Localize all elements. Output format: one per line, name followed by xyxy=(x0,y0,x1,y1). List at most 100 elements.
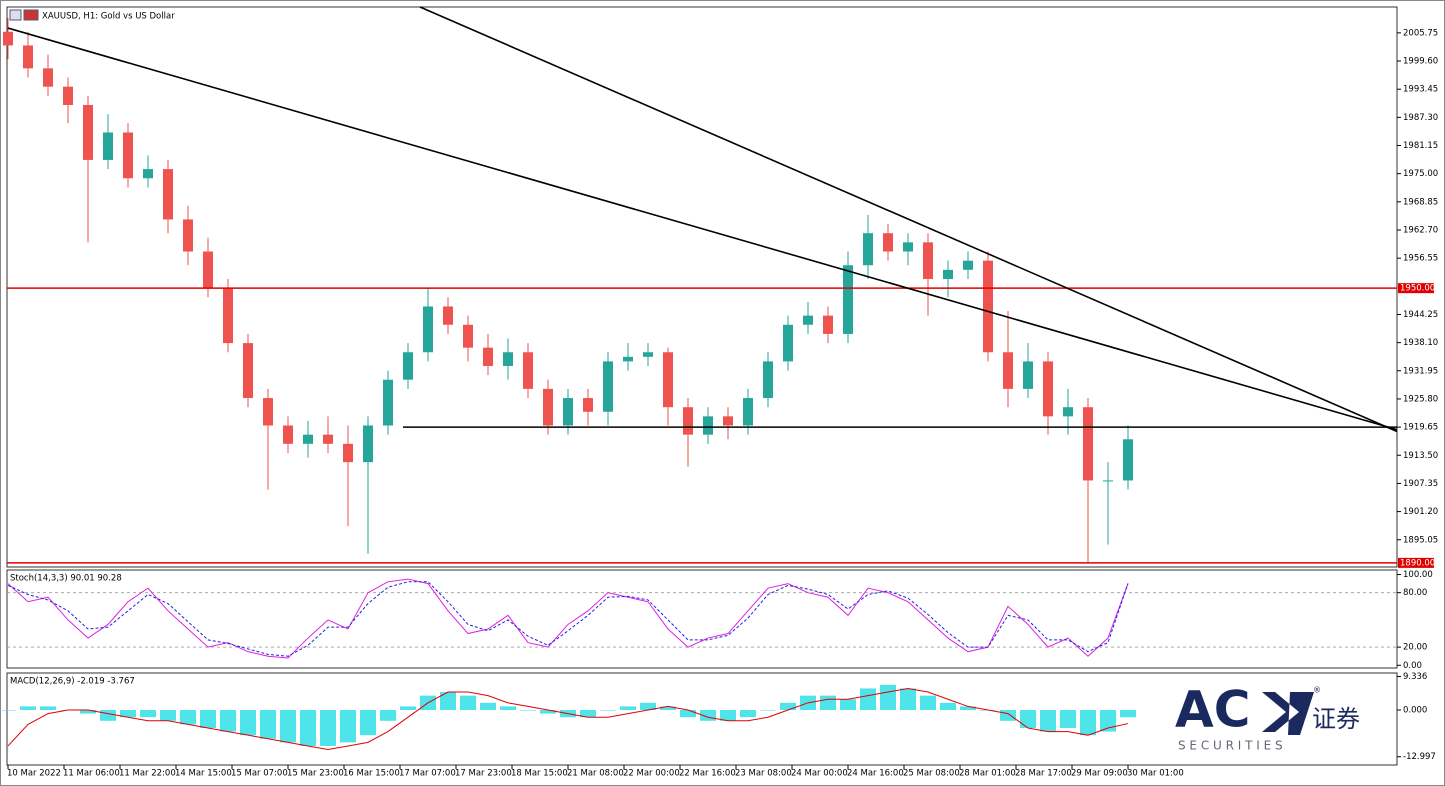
candle-body xyxy=(63,86,73,105)
x-tick-label: 23 Mar 08:00 xyxy=(735,769,792,779)
macd-bar xyxy=(240,710,256,736)
candle-body xyxy=(143,169,153,179)
logo: AC ® 证券 S E C U R I T I E S xyxy=(1175,681,1360,753)
logo-mark xyxy=(1262,692,1314,735)
y-tick-label: 2005.75 xyxy=(1403,28,1438,38)
x-tick-label: 28 Mar 01:00 xyxy=(959,769,1016,779)
macd-bar xyxy=(920,695,936,711)
y-tick-label: 1993.45 xyxy=(1403,85,1438,95)
level-label: 1950.00 xyxy=(1400,284,1435,294)
candle-body xyxy=(283,425,293,444)
x-tick-label: 18 Mar 15:00 xyxy=(511,769,568,779)
x-tick-label: 22 Mar 00:00 xyxy=(623,769,680,779)
y-tick-label: 1895.05 xyxy=(1403,535,1438,545)
macd-bar xyxy=(1060,710,1076,728)
y-tick-label: 1938.10 xyxy=(1403,338,1438,348)
x-tick-label: 11 Mar 22:00 xyxy=(119,769,176,779)
y-tick-label: 1901.20 xyxy=(1403,507,1438,517)
macd-bar xyxy=(440,692,456,711)
macd-bar xyxy=(840,699,856,711)
macd-bar xyxy=(20,706,36,711)
macd-bar xyxy=(120,710,136,718)
candle-body xyxy=(703,416,713,435)
stoch-line xyxy=(7,578,1129,659)
x-tick-label: 22 Mar 16:00 xyxy=(679,769,736,779)
y-tick-label: 80.00 xyxy=(1403,588,1427,598)
level-label: 1890.00 xyxy=(1400,558,1435,568)
candle-body xyxy=(903,242,913,252)
candle-body xyxy=(43,68,53,87)
macd-bar xyxy=(1120,710,1136,718)
macd-bar xyxy=(580,710,596,718)
chart-title: XAUUSD, H1: Gold vs US Dollar xyxy=(42,12,175,22)
candle-body xyxy=(663,352,673,408)
main-panel xyxy=(6,6,1398,568)
macd-bar xyxy=(960,706,976,711)
x-tick-label: 24 Mar 16:00 xyxy=(847,769,904,779)
macd-bar xyxy=(640,702,656,711)
macd-bar xyxy=(500,706,516,711)
x-tick-label: 16 Mar 15:00 xyxy=(343,769,400,779)
candle-body xyxy=(223,288,233,344)
candle-body xyxy=(743,398,753,426)
candle-body xyxy=(863,233,873,266)
candle-body xyxy=(683,407,693,435)
y-tick-label: 1981.15 xyxy=(1403,141,1438,151)
y-tick-label: 0.00 xyxy=(1403,661,1422,671)
macd-bar xyxy=(380,710,396,721)
y-tick-label: 9.336 xyxy=(1403,672,1427,682)
candle-body xyxy=(1043,361,1053,417)
candle-body xyxy=(1123,439,1133,481)
x-tick-label: 17 Mar 07:00 xyxy=(399,769,456,779)
logo-cn: 证券 xyxy=(1312,705,1360,733)
y-tick-label: 1968.85 xyxy=(1403,197,1438,207)
macd-bar xyxy=(200,710,216,728)
candle-body xyxy=(363,425,373,463)
logo-brand: AC xyxy=(1175,681,1250,739)
logo-sub: S E C U R I T I E S xyxy=(1178,739,1283,753)
y-tick-label: 1975.00 xyxy=(1403,169,1438,179)
macd-bar xyxy=(100,710,116,721)
x-tick-label: 15 Mar 07:00 xyxy=(231,769,288,779)
symbol-icon xyxy=(9,9,39,21)
candle-body xyxy=(603,361,613,412)
y-tick-label: 1987.30 xyxy=(1403,113,1438,123)
macd-bar xyxy=(620,706,636,711)
macd-bar xyxy=(600,710,616,711)
x-tick-label: 10 Mar 2022 xyxy=(7,769,61,779)
macd-bar xyxy=(760,710,776,711)
candle-body xyxy=(383,379,393,426)
macd-bar xyxy=(280,710,296,743)
macd-bar xyxy=(1080,710,1096,736)
y-tick-label: 1962.70 xyxy=(1403,225,1438,235)
candle-body xyxy=(623,356,633,362)
macd-bar xyxy=(0,710,16,711)
y-tick-label: 1907.35 xyxy=(1403,479,1438,489)
x-tick-label: 29 Mar 09:00 xyxy=(1071,769,1128,779)
macd-bar xyxy=(160,710,176,721)
y-tick-label: 1913.50 xyxy=(1403,451,1438,461)
x-tick-label: 30 Mar 01:00 xyxy=(1127,769,1184,779)
macd-bar xyxy=(460,695,476,711)
macd-bar xyxy=(80,710,96,714)
macd-bar xyxy=(1040,710,1056,732)
candle-body xyxy=(303,434,313,444)
stoch-panel xyxy=(6,569,1398,669)
y-tick-label: 1919.65 xyxy=(1403,423,1438,433)
stoch-line xyxy=(7,581,1129,657)
candle-body xyxy=(783,324,793,362)
candle-body xyxy=(463,324,473,348)
macd-bar xyxy=(40,706,56,711)
macd-bar xyxy=(1020,710,1036,728)
y-tick-label: 20.00 xyxy=(1403,643,1427,653)
macd-bar xyxy=(220,710,236,732)
candle-body xyxy=(563,398,573,426)
trendline xyxy=(7,27,1398,431)
macd-bar xyxy=(480,702,496,711)
macd-bar xyxy=(180,710,196,725)
macd-bar xyxy=(820,695,836,711)
macd-bar xyxy=(540,710,556,714)
macd-bar xyxy=(860,688,876,711)
